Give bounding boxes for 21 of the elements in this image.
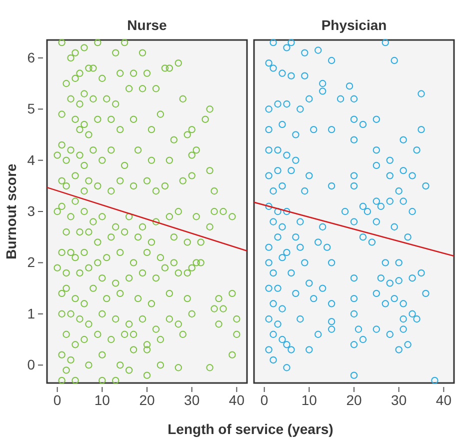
x-tick-label: 30 xyxy=(184,392,200,408)
y-tick-label: 3 xyxy=(27,202,36,219)
x-tick-label: 40 xyxy=(436,392,452,408)
x-tick-label: 20 xyxy=(346,392,362,408)
chart-title: Nurse xyxy=(127,17,168,33)
x-tick-label: 10 xyxy=(301,392,318,408)
y-axis-title: Burnout score xyxy=(3,163,19,260)
chart-title: Physician xyxy=(321,17,387,33)
y-tick-label: 6 xyxy=(27,49,36,66)
x-tick-label: 40 xyxy=(228,392,245,408)
y-tick-label: 4 xyxy=(27,152,36,168)
y-tick-label: 1 xyxy=(27,305,36,322)
y-tick-label: 0 xyxy=(27,356,36,373)
y-tick-label: 5 xyxy=(27,100,36,117)
y-tick-label: 2 xyxy=(27,254,36,270)
x-tick-label: 20 xyxy=(139,392,155,408)
x-tick-label: 0 xyxy=(53,392,62,408)
x-tick-label: 30 xyxy=(391,392,407,408)
x-tick-label: 0 xyxy=(260,392,268,408)
x-axis-title: Length of service (years) xyxy=(168,421,334,437)
x-tick-label: 10 xyxy=(94,392,110,408)
